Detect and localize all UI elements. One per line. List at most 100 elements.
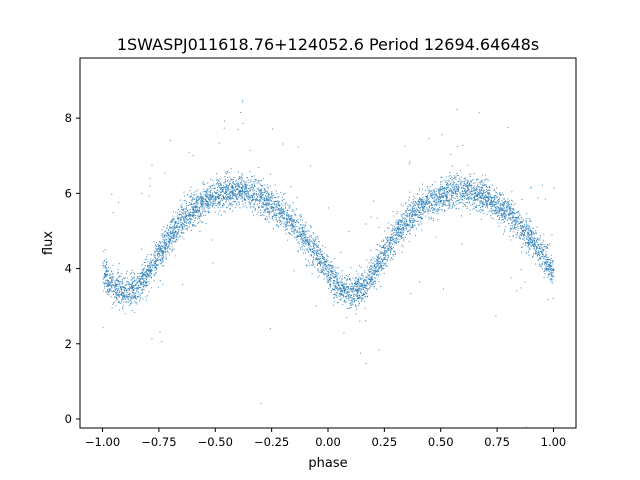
data-point: [231, 196, 233, 198]
data-point: [532, 245, 534, 247]
data-point: [544, 270, 546, 272]
data-point: [548, 274, 550, 276]
data-point: [335, 288, 337, 289]
data-point: [242, 197, 244, 199]
data-point: [205, 223, 207, 224]
data-point: [335, 273, 337, 275]
data-point: [487, 199, 489, 201]
data-point: [413, 208, 415, 210]
data-point: [207, 206, 209, 208]
data-point: [503, 222, 505, 223]
data-point: [170, 237, 172, 239]
data-point: [431, 207, 433, 209]
data-point: [445, 180, 447, 182]
data-point: [183, 195, 185, 197]
data-point: [125, 301, 127, 303]
data-point: [227, 180, 229, 182]
data-point: [103, 283, 105, 285]
data-point: [529, 230, 531, 232]
data-point: [424, 200, 426, 202]
data-point: [551, 234, 553, 236]
data-point: [515, 228, 517, 230]
data-point: [191, 206, 193, 208]
data-point: [233, 198, 235, 200]
data-point: [207, 197, 209, 199]
data-point: [416, 228, 418, 230]
data-point: [316, 235, 318, 237]
data-point: [200, 200, 202, 201]
data-point: [243, 195, 245, 197]
data-point: [118, 281, 120, 283]
data-point: [176, 238, 177, 240]
data-point: [292, 224, 294, 226]
data-point: [311, 273, 313, 275]
data-point: [356, 290, 358, 292]
data-point: [218, 195, 220, 196]
data-point: [400, 221, 402, 223]
data-point: [406, 216, 408, 218]
data-point: [286, 221, 288, 223]
data-point: [522, 220, 524, 222]
data-point: [343, 283, 345, 285]
data-point: [411, 217, 413, 219]
data-point: [360, 291, 362, 292]
data-point: [261, 215, 263, 217]
data-point: [407, 230, 409, 232]
data-point: [231, 179, 233, 181]
data-point: [353, 296, 355, 297]
data-point: [269, 213, 271, 215]
data-point: [524, 239, 525, 241]
data-point: [333, 276, 335, 278]
data-point: [107, 274, 109, 276]
data-point: [494, 205, 496, 207]
data-point: [350, 286, 352, 288]
data-point: [343, 300, 345, 302]
data-point: [548, 243, 550, 245]
data-point: [275, 214, 277, 216]
data-point: [338, 289, 340, 291]
data-point: [318, 258, 319, 260]
data-point: [306, 239, 308, 241]
data-point: [249, 196, 250, 198]
data-point: [175, 255, 177, 257]
data-point: [257, 200, 259, 202]
data-point: [336, 272, 338, 274]
data-point: [177, 218, 179, 220]
data-point: [407, 224, 408, 226]
data-point: [291, 211, 293, 212]
data-point: [163, 255, 165, 257]
data-point: [359, 296, 361, 298]
data-point: [117, 272, 119, 274]
data-point: [132, 288, 134, 290]
data-point: [377, 270, 379, 272]
data-point: [349, 289, 351, 291]
data-point: [217, 187, 219, 189]
data-point: [166, 246, 168, 248]
data-point: [133, 296, 135, 298]
data-point: [235, 187, 237, 189]
data-point: [145, 272, 147, 274]
data-point: [497, 211, 499, 213]
data-point: [147, 264, 149, 266]
data-point: [478, 210, 480, 212]
data-point: [207, 188, 209, 190]
data-point: [111, 276, 113, 278]
data-point: [322, 258, 324, 259]
data-point: [135, 288, 137, 289]
data-point: [271, 195, 273, 197]
data-point: [487, 198, 489, 200]
data-point: [481, 190, 483, 192]
data-point: [370, 216, 372, 218]
data-point: [282, 212, 284, 214]
data-point: [401, 224, 403, 226]
data-point: [153, 273, 155, 275]
data-point: [131, 297, 133, 299]
data-point: [489, 204, 491, 206]
data-point: [405, 218, 407, 220]
data-point: [446, 184, 448, 186]
data-point: [249, 198, 251, 200]
data-point: [398, 235, 399, 237]
data-point: [412, 202, 414, 204]
data-point: [181, 208, 183, 210]
data-point: [409, 209, 411, 211]
